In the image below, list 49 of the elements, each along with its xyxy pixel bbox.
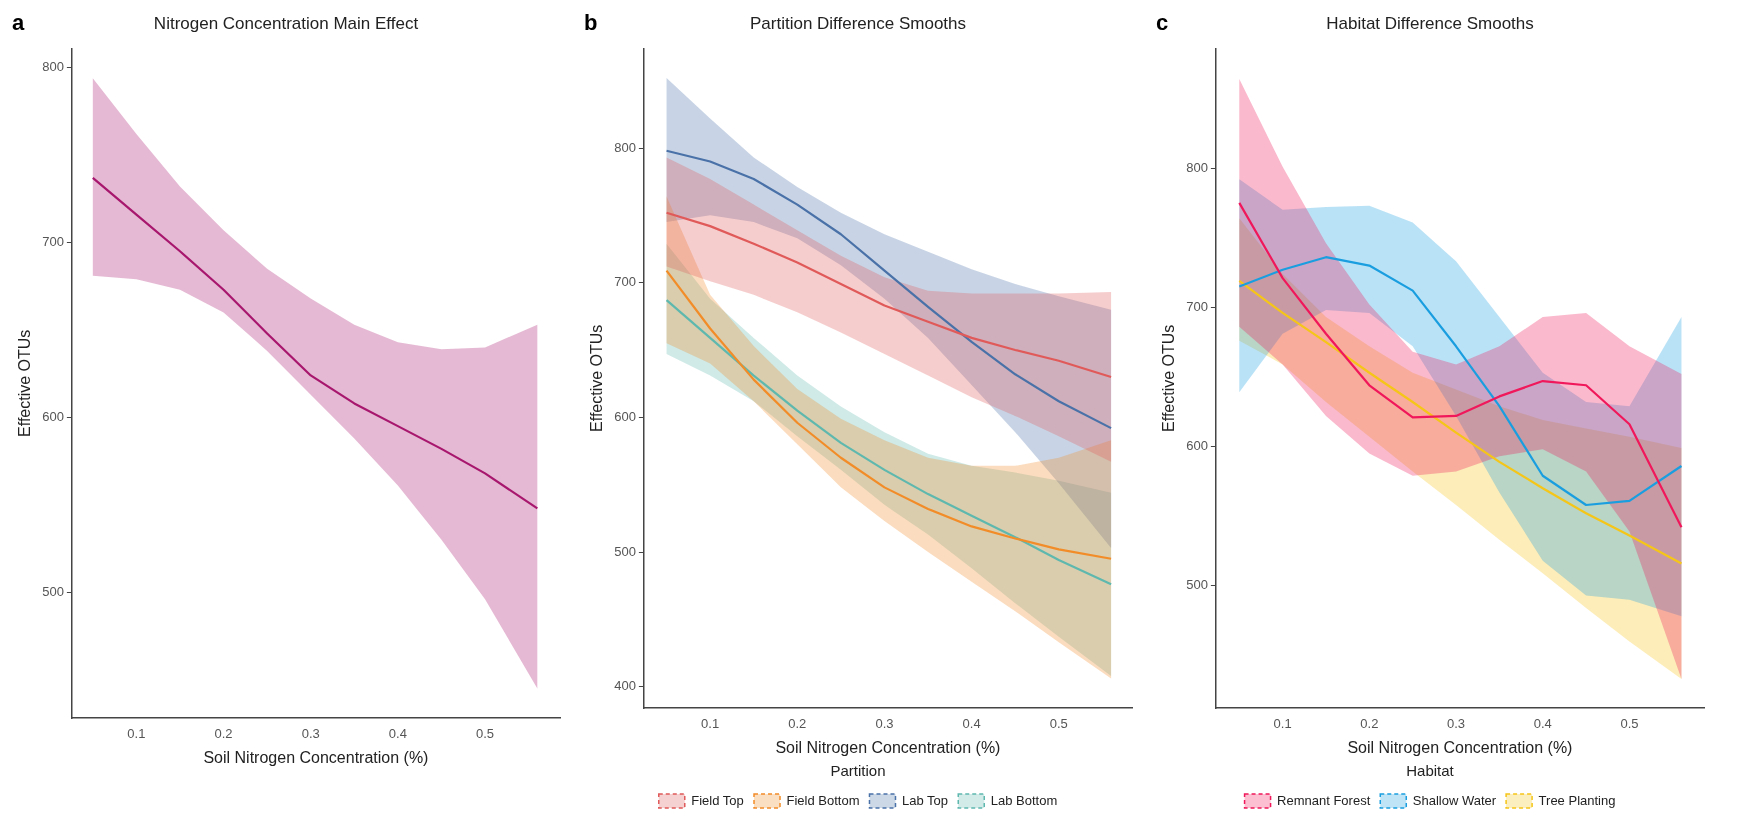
chart-title: Partition Difference Smooths	[749, 13, 967, 33]
text: c	[1156, 10, 1169, 36]
y-tick-label: 700	[1186, 298, 1208, 314]
y-axis-title: Effective OTUs	[588, 324, 606, 432]
y-tick-label: 600	[1186, 438, 1208, 454]
x-tick-label: 0.4	[388, 725, 407, 741]
legend-label: Shallow Water	[1412, 792, 1497, 808]
x-tick-label: 0.5	[1049, 715, 1068, 731]
x-axis-title: Soil Nitrogen Concentration (%)	[1347, 738, 1573, 756]
x-tick-label: 0.3	[1447, 715, 1466, 731]
y-tick-label: 700	[614, 274, 636, 290]
x-tick-label: 0.2	[214, 725, 233, 741]
y-tick-label: 700	[42, 234, 64, 250]
x-tick-label: 0.3	[875, 715, 894, 731]
x-tick-label: 0.1	[127, 725, 146, 741]
x-tick-label: 0.4	[962, 715, 981, 731]
x-tick-label: 0.5	[1620, 715, 1639, 731]
legend-title: Partition	[830, 761, 886, 779]
legend-label: Field Bottom	[786, 792, 860, 808]
y-tick-label: 800	[614, 139, 636, 155]
x-tick-label: 0.5	[476, 725, 495, 741]
chart-title: Habitat Difference Smooths	[1326, 13, 1534, 33]
legend-label: Lab Bottom	[990, 792, 1058, 808]
text: b	[584, 10, 598, 36]
y-tick-label: 500	[42, 583, 64, 599]
chart-title: Nitrogen Concentration Main Effect	[153, 13, 419, 33]
y-tick-label: 600	[614, 408, 636, 424]
y-tick-label: 400	[614, 678, 636, 694]
x-tick-label: 0.3	[301, 725, 320, 741]
y-axis-title: Effective OTUs	[1160, 324, 1178, 432]
y-tick-label: 800	[1186, 159, 1208, 175]
x-tick-label: 0.1	[1273, 715, 1292, 731]
x-tick-label: 0.1	[701, 715, 720, 731]
x-axis-title: Soil Nitrogen Concentration (%)	[775, 738, 1001, 756]
x-axis-title: Soil Nitrogen Concentration (%)	[203, 748, 429, 766]
y-tick-label: 600	[42, 408, 64, 424]
legend-label: Lab Top	[901, 792, 949, 808]
legend-title: Habitat	[1406, 761, 1455, 779]
y-tick-label: 500	[614, 543, 636, 559]
y-tick-label: 800	[42, 59, 64, 75]
y-axis-title: Effective OTUs	[16, 329, 34, 437]
legend-label: Field Top	[691, 792, 744, 808]
x-tick-label: 0.2	[1360, 715, 1379, 731]
y-tick-label: 500	[1186, 577, 1208, 593]
x-tick-label: 0.2	[788, 715, 807, 731]
legend-label: Tree Planting	[1538, 792, 1616, 808]
x-tick-label: 0.4	[1533, 715, 1552, 731]
legend-label: Remnant Forest	[1277, 792, 1371, 808]
text: a	[12, 10, 25, 36]
